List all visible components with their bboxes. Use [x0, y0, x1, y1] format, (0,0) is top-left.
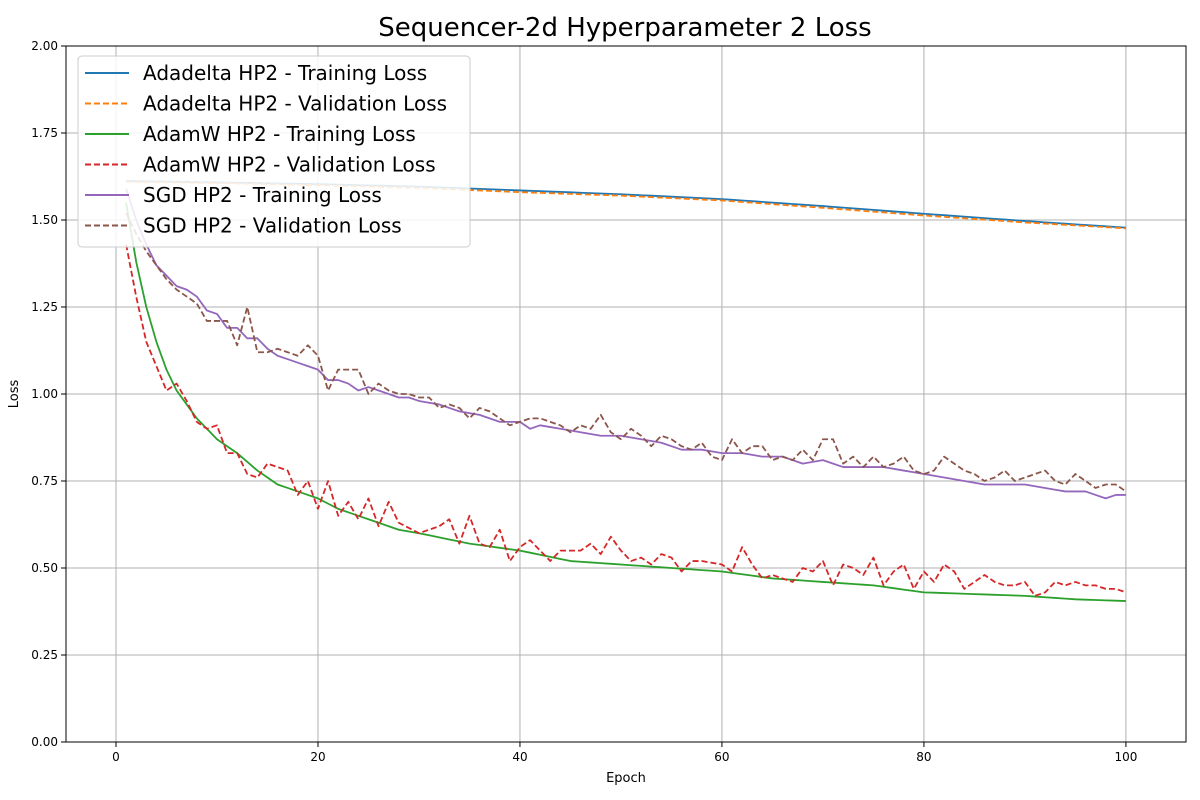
y-tick-label: 1.50 — [31, 213, 58, 227]
chart-title: Sequencer-2d Hyperparameter 2 Loss — [378, 13, 871, 43]
legend-label: SGD HP2 - Validation Loss — [143, 214, 402, 238]
legend-box — [77, 55, 471, 248]
series-line-3 — [125, 202, 1126, 602]
y-tick-label: 1.00 — [31, 387, 58, 401]
x-ticks: 0 20 40 60 80 100 — [112, 742, 1137, 764]
y-tick-label: 0.25 — [31, 648, 58, 662]
x-tick-label: 100 — [1114, 750, 1137, 764]
series-line-6 — [125, 212, 1127, 493]
x-tick-label: 0 — [112, 750, 120, 764]
y-tick-label: 0.50 — [31, 561, 58, 575]
y-tick-label: 1.75 — [31, 126, 58, 140]
legend-label: Adadelta HP2 - Training Loss — [143, 61, 427, 85]
x-tick-label: 40 — [512, 750, 527, 764]
legend-label: SGD HP2 - Training Loss — [143, 183, 382, 207]
series-line-4 — [125, 244, 1127, 597]
legend-label: Adadelta HP2 - Validation Loss — [143, 92, 447, 116]
x-axis-label: Epoch — [606, 771, 646, 786]
legend-label: AdamW HP2 - Training Loss — [143, 122, 416, 146]
y-tick-label: 0.75 — [31, 474, 58, 488]
y-tick-label: 2.00 — [31, 39, 58, 53]
x-tick-label: 60 — [714, 750, 729, 764]
legend-label: AdamW HP2 - Validation Loss — [143, 153, 436, 177]
y-tick-label: 1.25 — [31, 300, 58, 314]
series-line-5 — [125, 188, 1126, 500]
x-tick-label: 20 — [310, 750, 325, 764]
y-ticks: 0.00 0.25 0.50 0.75 1.00 1.25 1.50 1.75 2.00 — [31, 39, 66, 749]
legend: Adadelta HP2 - Training Loss Adadelta HP2… — [77, 55, 471, 248]
y-axis-label: Loss — [7, 380, 22, 409]
x-tick-label: 80 — [916, 750, 931, 764]
y-tick-label: 0.00 — [31, 735, 58, 749]
